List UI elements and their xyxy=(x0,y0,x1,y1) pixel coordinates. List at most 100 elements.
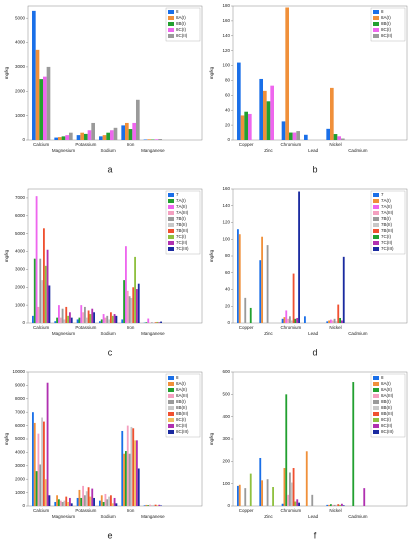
bar xyxy=(58,137,62,140)
bar xyxy=(339,504,341,506)
bar xyxy=(78,317,81,323)
bar xyxy=(352,382,355,506)
bar xyxy=(330,87,334,140)
legend-label: 8B(III) xyxy=(176,411,189,416)
panel-caption: e xyxy=(107,530,112,540)
bar xyxy=(135,289,138,323)
legend-swatch xyxy=(168,229,174,233)
bar xyxy=(126,425,129,506)
y-tick-label: 4000 xyxy=(15,40,26,45)
bar xyxy=(281,121,286,140)
y-tick-label: 140 xyxy=(222,203,230,208)
bar xyxy=(331,504,334,506)
y-tick-label: 600 xyxy=(222,369,230,374)
bar xyxy=(287,318,290,323)
bar xyxy=(68,497,71,506)
legend-swatch xyxy=(168,34,174,38)
bar xyxy=(70,503,73,506)
bar xyxy=(240,115,245,140)
legend-label: 7B(I) xyxy=(381,216,391,221)
bar xyxy=(292,273,295,323)
bar xyxy=(283,317,286,323)
bar xyxy=(82,312,85,323)
bar xyxy=(102,501,105,506)
legend-label: 8B(I) xyxy=(176,21,186,26)
bar xyxy=(128,296,131,323)
legend-label: 8C(III) xyxy=(381,429,394,434)
legend-swatch xyxy=(168,376,174,380)
bar xyxy=(147,139,152,140)
legend-label: 8C(III) xyxy=(176,429,189,434)
x-tick-label: Potassium xyxy=(75,325,96,330)
bar xyxy=(33,422,36,506)
bar xyxy=(281,318,284,323)
legend-label: 7 xyxy=(176,192,179,197)
legend-label: 7C(I) xyxy=(176,234,187,239)
bar xyxy=(330,319,332,323)
bar xyxy=(340,138,345,140)
bar xyxy=(113,497,116,506)
y-tick-label: 140 xyxy=(222,33,230,38)
legend-swatch xyxy=(373,424,379,428)
x-tick-label: Sodium xyxy=(101,331,117,336)
legend-swatch xyxy=(168,199,174,203)
panel-caption: d xyxy=(312,347,317,357)
legend-label: 7C(I) xyxy=(381,234,392,239)
y-tick-label: 100 xyxy=(222,481,230,486)
bar xyxy=(143,505,146,506)
bar xyxy=(298,502,300,506)
bar xyxy=(123,280,126,323)
y-tick-label: 7000 xyxy=(15,409,26,414)
y-tick-label: 160 xyxy=(222,186,230,191)
y-tick-label: 6000 xyxy=(15,423,26,428)
bar xyxy=(151,322,153,323)
x-tick-label: Calcium xyxy=(33,508,50,513)
legend-swatch xyxy=(373,376,379,380)
y-tick-label: 40 xyxy=(225,107,231,112)
bar xyxy=(63,500,66,506)
legend-swatch xyxy=(168,22,174,26)
y-tick-label: 2000 xyxy=(15,284,26,289)
y-axis-label: mg/kg xyxy=(209,432,214,445)
bar xyxy=(102,135,107,140)
bar xyxy=(85,491,88,506)
y-tick-label: 4000 xyxy=(15,249,26,254)
x-tick-label: Potassium xyxy=(75,508,96,513)
bar xyxy=(296,317,299,323)
bar xyxy=(285,7,290,140)
legend-label: 8 xyxy=(176,9,179,14)
y-tick-label: 8000 xyxy=(15,396,26,401)
bar xyxy=(125,451,127,506)
bar xyxy=(292,468,295,506)
bar xyxy=(67,315,69,323)
bar xyxy=(290,320,293,323)
y-axis-label: mg/kg xyxy=(4,249,9,262)
y-tick-label: 0 xyxy=(227,320,230,325)
legend-label: 7A(III) xyxy=(176,210,189,215)
bar xyxy=(152,504,155,506)
bar xyxy=(326,321,329,323)
bar xyxy=(80,497,83,506)
x-tick-label: Sodium xyxy=(101,514,117,519)
bar xyxy=(109,495,112,506)
bar xyxy=(154,139,159,140)
bar xyxy=(285,394,288,506)
x-tick-label: Copper xyxy=(239,142,254,147)
x-tick-label: Zinc xyxy=(264,331,273,336)
legend-label: 8A(I) xyxy=(176,381,186,386)
bar xyxy=(304,134,308,140)
y-tick-label: 60 xyxy=(225,270,231,275)
x-tick-label: Sodium xyxy=(101,148,117,153)
bar xyxy=(39,464,42,506)
legend-label: 7B(II) xyxy=(176,222,188,227)
bar xyxy=(160,505,162,506)
bar xyxy=(87,310,90,323)
bar xyxy=(149,504,152,506)
bar xyxy=(294,318,297,323)
x-tick-label: Lead xyxy=(308,331,319,336)
bar xyxy=(342,256,345,323)
y-tick-label: 5000 xyxy=(15,15,26,20)
legend-swatch xyxy=(168,424,174,428)
legend-label: 8A(III) xyxy=(176,393,189,398)
x-tick-label: Manganese xyxy=(141,148,165,153)
